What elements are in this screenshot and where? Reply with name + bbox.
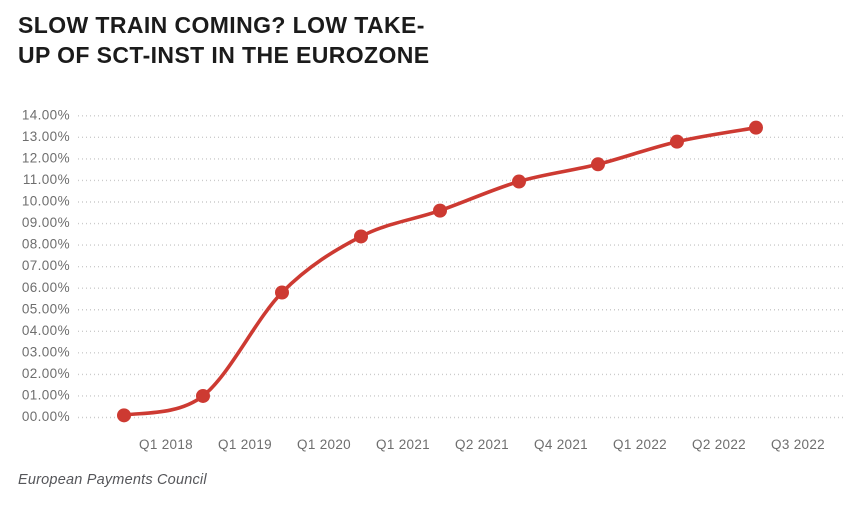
x-axis-tick-label: Q3 2022 — [771, 437, 825, 452]
y-axis-tick-label: 07.00% — [22, 258, 70, 273]
x-axis-tick-label: Q4 2021 — [534, 437, 588, 452]
x-axis-tick-label: Q1 2019 — [218, 437, 272, 452]
y-axis-tick-label: 09.00% — [22, 215, 70, 230]
y-axis-tick-label: 03.00% — [22, 344, 70, 359]
chart-title: SLOW TRAIN COMING? LOW TAKE- UP OF SCT-I… — [18, 10, 430, 70]
data-point-q4-2021 — [512, 174, 526, 189]
data-point-q2-2022 — [670, 134, 684, 149]
x-axis-tick-label: Q2 2022 — [692, 437, 746, 452]
y-axis-tick-label: 02.00% — [22, 366, 70, 381]
data-point-q2-2021 — [433, 203, 447, 218]
data-point-q3-2022 — [749, 120, 763, 135]
source-attribution: European Payments Council — [18, 472, 207, 488]
y-axis-tick-label: 11.00% — [23, 172, 70, 187]
y-axis-tick-label: 12.00% — [22, 150, 70, 165]
y-axis-tick-label: 08.00% — [22, 237, 70, 252]
y-axis-tick-label: 05.00% — [22, 301, 70, 316]
data-point-q1-2021 — [354, 229, 368, 244]
y-axis-tick-label: 10.00% — [22, 194, 70, 209]
chart-title-line-2: UP OF SCT-INST IN THE EUROZONE — [18, 42, 430, 68]
data-point-q1-2022 — [591, 157, 605, 172]
trend-line — [122, 125, 758, 418]
chart-title-line-1: SLOW TRAIN COMING? LOW TAKE- — [18, 12, 425, 38]
x-axis-tick-label: Q1 2022 — [613, 437, 667, 452]
y-axis-tick-label: 04.00% — [22, 323, 70, 338]
x-axis-tick-label: Q1 2018 — [139, 437, 193, 452]
data-point-q1-2020 — [275, 285, 289, 300]
y-axis-tick-label: 00.00% — [22, 409, 70, 424]
data-point-q1-2019 — [196, 388, 210, 403]
y-axis-tick-label: 01.00% — [22, 388, 70, 403]
y-axis-tick-label: 14.00% — [22, 107, 70, 122]
data-point-q1-2018 — [117, 408, 131, 423]
x-axis-tick-label: Q1 2021 — [376, 437, 430, 452]
y-axis-tick-label: 13.00% — [22, 129, 70, 144]
y-axis-tick-label: 06.00% — [22, 280, 70, 295]
x-axis-tick-label: Q2 2021 — [455, 437, 509, 452]
x-axis-tick-label: Q1 2020 — [297, 437, 351, 452]
